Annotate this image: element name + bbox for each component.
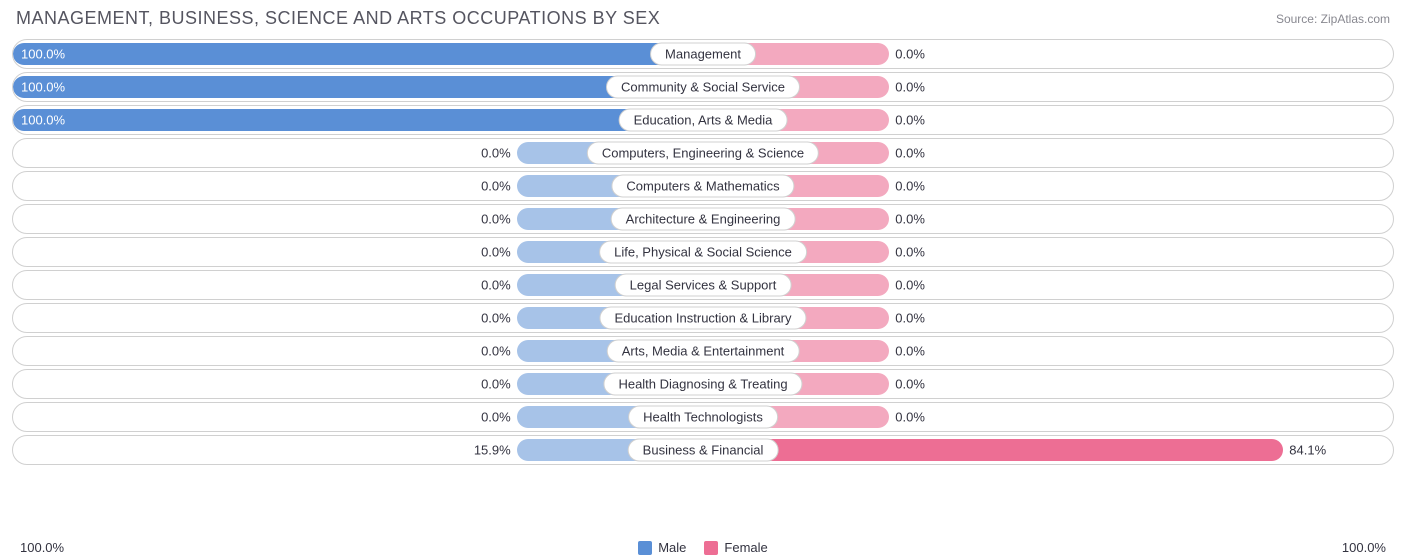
male-value-label: 0.0% (481, 245, 511, 260)
table-row: 0.0% 0.0% Architecture & Engineering (12, 204, 1394, 234)
table-row: 0.0% 0.0% Computers & Mathematics (12, 171, 1394, 201)
male-value-label: 100.0% (21, 47, 65, 62)
table-row: 100.0% 0.0% Education, Arts & Media (12, 105, 1394, 135)
category-label: Business & Financial (628, 439, 779, 462)
legend-item-female: Female (704, 540, 767, 555)
category-label: Life, Physical & Social Science (599, 241, 807, 264)
female-value-label: 0.0% (895, 146, 925, 161)
male-value-label: 0.0% (481, 278, 511, 293)
category-label: Arts, Media & Entertainment (607, 340, 800, 363)
male-value-label: 0.0% (481, 146, 511, 161)
female-value-label: 0.0% (895, 80, 925, 95)
male-value-label: 100.0% (21, 80, 65, 95)
chart-source: Source: ZipAtlas.com (1276, 12, 1390, 26)
category-label: Health Diagnosing & Treating (603, 373, 802, 396)
category-label: Architecture & Engineering (611, 208, 796, 231)
male-value-label: 0.0% (481, 377, 511, 392)
chart-header: MANAGEMENT, BUSINESS, SCIENCE AND ARTS O… (12, 8, 1394, 29)
category-label: Computers & Mathematics (611, 175, 794, 198)
female-value-label: 0.0% (895, 344, 925, 359)
legend-female-label: Female (724, 540, 767, 555)
female-bar (703, 439, 1283, 461)
male-value-label: 0.0% (481, 212, 511, 227)
female-value-label: 84.1% (1289, 443, 1326, 458)
chart-container: MANAGEMENT, BUSINESS, SCIENCE AND ARTS O… (0, 0, 1406, 559)
female-value-label: 0.0% (895, 212, 925, 227)
category-label: Community & Social Service (606, 76, 800, 99)
female-value-label: 0.0% (895, 377, 925, 392)
axis-left-label: 100.0% (20, 540, 64, 555)
male-value-label: 0.0% (481, 311, 511, 326)
category-label: Education, Arts & Media (619, 109, 788, 132)
table-row: 100.0% 0.0% Community & Social Service (12, 72, 1394, 102)
table-row: 0.0% 0.0% Computers, Engineering & Science (12, 138, 1394, 168)
table-row: 15.9% 84.1% Business & Financial (12, 435, 1394, 465)
chart-rows: 100.0% 0.0% Management 100.0% 0.0% Community … (12, 39, 1394, 536)
legend-male-label: Male (658, 540, 686, 555)
category-label: Legal Services & Support (615, 274, 792, 297)
legend-item-male: Male (638, 540, 686, 555)
table-row: 0.0% 0.0% Arts, Media & Entertainment (12, 336, 1394, 366)
category-label: Health Technologists (628, 406, 778, 429)
table-row: 0.0% 0.0% Education Instruction & Library (12, 303, 1394, 333)
female-value-label: 0.0% (895, 179, 925, 194)
category-label: Education Instruction & Library (599, 307, 806, 330)
category-label: Management (650, 43, 756, 66)
axis-row: 100.0% Male Female 100.0% (12, 536, 1394, 555)
male-swatch-icon (638, 541, 652, 555)
female-swatch-icon (704, 541, 718, 555)
male-value-label: 0.0% (481, 344, 511, 359)
female-value-label: 0.0% (895, 245, 925, 260)
male-bar (13, 109, 703, 131)
table-row: 100.0% 0.0% Management (12, 39, 1394, 69)
female-value-label: 0.0% (895, 311, 925, 326)
category-label: Computers, Engineering & Science (587, 142, 819, 165)
legend: Male Female (638, 540, 768, 555)
male-bar (13, 76, 703, 98)
male-bar (13, 43, 703, 65)
axis-right-label: 100.0% (1342, 540, 1386, 555)
male-value-label: 100.0% (21, 113, 65, 128)
table-row: 0.0% 0.0% Health Diagnosing & Treating (12, 369, 1394, 399)
female-value-label: 0.0% (895, 410, 925, 425)
table-row: 0.0% 0.0% Health Technologists (12, 402, 1394, 432)
female-value-label: 0.0% (895, 47, 925, 62)
chart-title: MANAGEMENT, BUSINESS, SCIENCE AND ARTS O… (16, 8, 660, 29)
table-row: 0.0% 0.0% Legal Services & Support (12, 270, 1394, 300)
female-value-label: 0.0% (895, 278, 925, 293)
table-row: 0.0% 0.0% Life, Physical & Social Science (12, 237, 1394, 267)
male-value-label: 0.0% (481, 179, 511, 194)
female-value-label: 0.0% (895, 113, 925, 128)
male-value-label: 0.0% (481, 410, 511, 425)
male-value-label: 15.9% (474, 443, 511, 458)
